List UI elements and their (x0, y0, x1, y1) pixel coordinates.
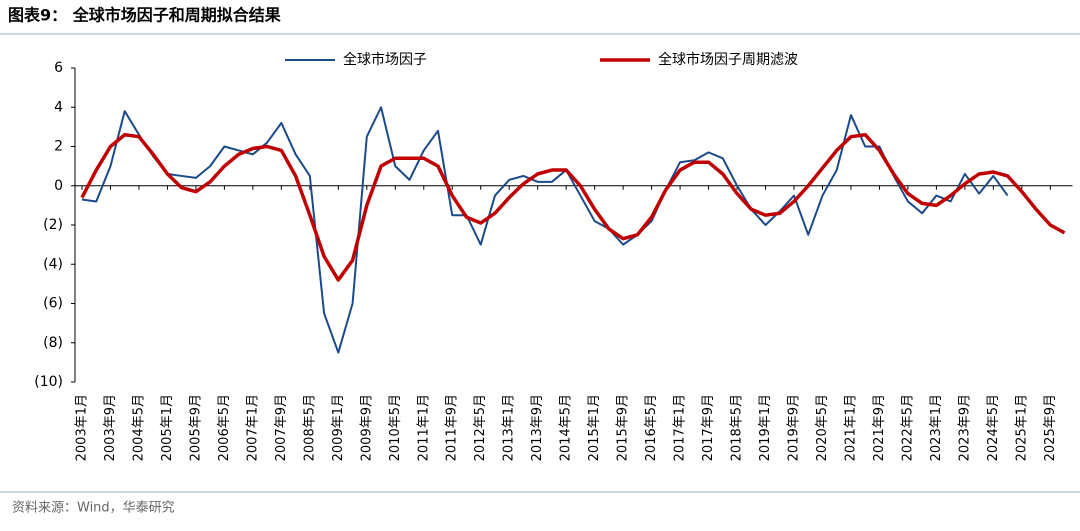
x-tick-label: 2025年1月 (1014, 394, 1029, 461)
x-tick-label: 2005年9月 (188, 394, 203, 461)
legend-label: 全球市场因子周期滤波 (658, 51, 798, 68)
y-tick-label: (6) (43, 296, 63, 312)
y-tick-label: 0 (54, 178, 63, 194)
x-tick-label: 2025年9月 (1043, 394, 1058, 461)
y-tick-label: (8) (43, 335, 63, 351)
x-tick-label: 2003年1月 (75, 394, 90, 461)
x-tick-label: 2021年9月 (872, 394, 887, 461)
x-tick-label: 2010年5月 (388, 394, 403, 461)
x-tick-label: 2003年9月 (103, 394, 118, 461)
x-tick-label: 2014年5月 (559, 394, 574, 461)
x-tick-label: 2012年5月 (473, 394, 488, 461)
x-tick-label: 2007年9月 (274, 394, 289, 461)
x-tick-label: 2020年5月 (815, 394, 830, 461)
source: 资料来源：Wind，华泰研究 (12, 501, 175, 516)
x-tick-label: 2011年9月 (445, 394, 460, 461)
y-tick-label: 6 (54, 60, 63, 76)
y-tick-label: 2 (54, 139, 63, 155)
x-tick-label: 2009年9月 (359, 394, 374, 461)
x-tick-label: 2015年1月 (587, 394, 602, 461)
chart-title: 图表9： 全球市场因子和周期拟合结果 (8, 6, 281, 25)
x-tick-label: 2017年9月 (701, 394, 716, 461)
x-tick-label: 2013年9月 (530, 394, 545, 461)
x-tick-label: 2005年1月 (160, 394, 175, 461)
y-tick-label: (2) (43, 217, 63, 233)
y-tick-label: (4) (43, 256, 63, 272)
x-tick-label: 2022年5月 (900, 394, 915, 461)
x-tick-label: 2021年1月 (843, 394, 858, 461)
y-tick-label: 4 (54, 99, 63, 115)
x-tick-label: 2018年5月 (730, 394, 745, 461)
series-line (80, 132, 1066, 282)
x-tick-label: 2023年9月 (957, 394, 972, 461)
x-tick-label: 2007年1月 (245, 394, 260, 461)
x-tick-label: 2019年9月 (787, 394, 802, 461)
y-tick-label: (10) (34, 374, 63, 390)
x-tick-label: 2015年9月 (616, 394, 631, 461)
x-tick-label: 2009年1月 (331, 394, 346, 461)
x-tick-label: 2017年1月 (673, 394, 688, 461)
series-line (81, 106, 1009, 354)
x-tick-label: 2024年5月 (986, 394, 1001, 461)
x-tick-label: 2016年5月 (644, 394, 659, 461)
x-tick-label: 2013年1月 (502, 394, 517, 461)
x-tick-label: 2006年5月 (217, 394, 232, 461)
x-tick-label: 2011年1月 (416, 394, 431, 461)
x-tick-label: 2019年1月 (758, 394, 773, 461)
x-tick-label: 2008年5月 (302, 394, 317, 461)
x-tick-label: 2004年5月 (131, 394, 146, 461)
x-tick-label: 2023年1月 (929, 394, 944, 461)
legend-label: 全球市场因子 (343, 51, 427, 68)
